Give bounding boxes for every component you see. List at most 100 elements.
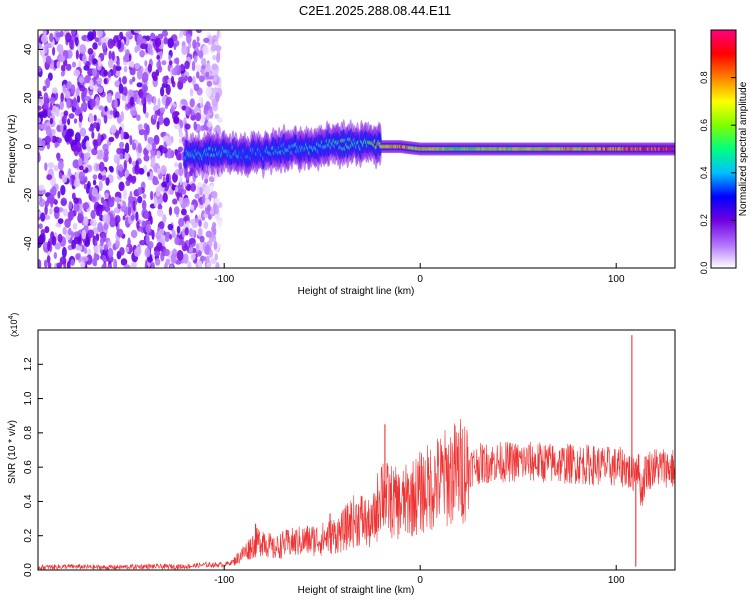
noise-blob [215, 92, 220, 103]
noise-blob [161, 60, 167, 66]
noise-blob [114, 98, 118, 109]
noise-blob [194, 193, 200, 199]
noise-blob [67, 210, 75, 221]
noise-blob [101, 173, 107, 181]
noise-blob [156, 121, 160, 130]
noise-blob [97, 207, 103, 217]
noise-blob [157, 198, 162, 205]
noise-blob [56, 60, 61, 69]
noise-blob [38, 105, 42, 111]
noise-blob [196, 71, 200, 79]
noise-blob [95, 96, 100, 106]
noise-blob [182, 181, 188, 187]
noise-blob [189, 98, 195, 108]
noise-blob [95, 233, 100, 242]
noise-blob [185, 33, 192, 44]
noise-blob [38, 138, 43, 149]
noise-blob [169, 234, 173, 240]
noise-blob [104, 192, 109, 200]
noise-blob [85, 140, 90, 149]
noise-blob [87, 229, 95, 239]
noise-blob [78, 171, 86, 182]
noise-blob [77, 213, 83, 224]
noise-blob [211, 222, 217, 229]
noise-blob [82, 202, 90, 210]
noise-blob [98, 180, 103, 191]
noise-blob [59, 30, 64, 38]
noise-blob [197, 227, 203, 237]
noise-blob [117, 203, 121, 209]
noise-blob [47, 109, 51, 117]
colorbar-tick-label: 0.8 [699, 71, 709, 84]
noise-blob [49, 207, 53, 215]
noise-blob [87, 181, 91, 189]
noise-blob [202, 44, 209, 55]
noise-blob [49, 96, 56, 104]
noise-blob [108, 136, 115, 143]
x-tick-label: 0 [417, 575, 423, 586]
noise-blob [180, 30, 184, 37]
noise-blob [137, 142, 142, 154]
noise-blob [109, 110, 114, 116]
noise-blob [60, 92, 64, 103]
noise-blob [203, 221, 209, 230]
spectrogram-x-label: Height of straight line (km) [298, 286, 415, 297]
noise-blob [156, 54, 160, 60]
noise-blob [94, 37, 99, 43]
noise-blob [191, 60, 196, 72]
noise-blob [116, 59, 120, 67]
noise-blob [91, 187, 99, 198]
noise-blob [118, 164, 123, 172]
noise-blob [40, 212, 46, 222]
noise-blob [210, 43, 217, 52]
noise-blob [178, 131, 184, 138]
noise-blob [142, 103, 147, 114]
noise-blob [214, 113, 220, 120]
noise-blob [65, 32, 72, 43]
noise-blob [213, 240, 218, 250]
colorbar-tick-label: 0.0 [699, 262, 709, 275]
noise-blob [121, 94, 126, 101]
noise-blob [170, 253, 177, 264]
colorbar-tick-label: 0.6 [699, 119, 709, 132]
noise-blob [60, 185, 66, 196]
noise-blob [181, 44, 189, 56]
noise-blob [130, 214, 135, 221]
noise-blob [172, 172, 178, 183]
noise-blob [61, 174, 68, 183]
noise-blob [209, 94, 215, 101]
noise-blob [175, 57, 180, 65]
noise-blob [56, 44, 64, 53]
noise-blob [141, 95, 145, 106]
noise-blob [195, 242, 200, 253]
noise-blob [167, 37, 174, 49]
noise-blob [72, 223, 78, 230]
noise-blob [193, 83, 200, 92]
noise-blob [64, 90, 71, 99]
noise-blob [151, 142, 156, 152]
noise-blob [208, 176, 215, 182]
x-tick-label: -100 [214, 575, 234, 586]
noise-blob [158, 228, 165, 236]
noise-blob [73, 118, 78, 124]
noise-blob [184, 227, 189, 236]
noise-blob [98, 105, 104, 111]
noise-blob [83, 216, 89, 226]
noise-blob [181, 240, 185, 247]
noise-blob [66, 81, 71, 90]
noise-blob [128, 60, 135, 68]
y-tick-label: 20 [23, 92, 34, 104]
noise-blob [169, 189, 174, 195]
noise-blob [119, 247, 125, 256]
noise-blob [56, 262, 63, 268]
noise-blob [38, 223, 43, 230]
noise-blob [44, 226, 50, 234]
noise-blob [38, 117, 41, 124]
noise-blob [188, 42, 192, 49]
noise-blob [40, 34, 48, 43]
noise-blob [184, 60, 190, 70]
noise-blob [199, 235, 205, 243]
noise-blob [62, 83, 67, 94]
noise-blob [58, 55, 66, 63]
noise-blob [65, 63, 72, 71]
